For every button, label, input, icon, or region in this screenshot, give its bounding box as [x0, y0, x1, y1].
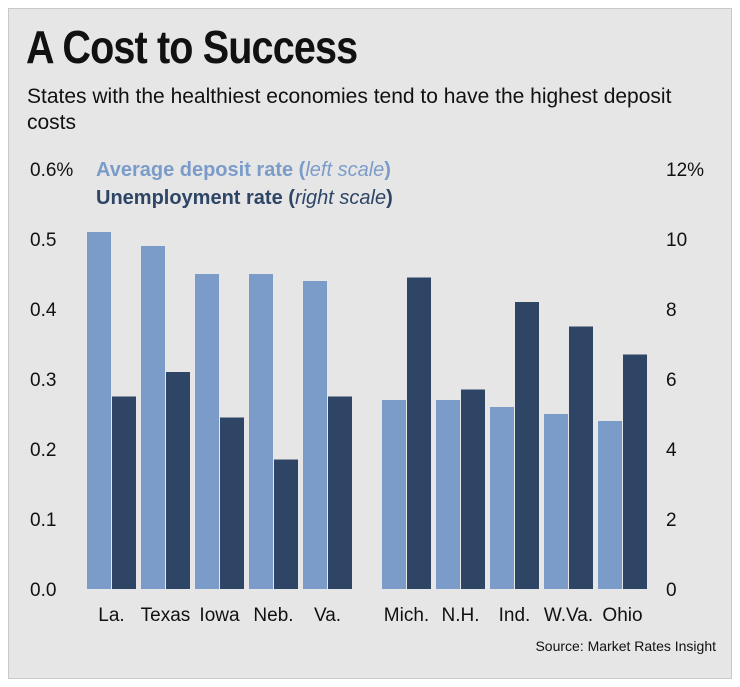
category-label: Ind.: [499, 605, 531, 626]
bar-unemployment-rate: [515, 302, 539, 589]
legend-label-unemployment-rate: Unemployment rate: [96, 187, 283, 209]
bar-unemployment-rate: [569, 326, 593, 589]
category-label: N.H.: [442, 605, 480, 626]
bar-unemployment-rate: [274, 459, 298, 589]
left-axis-tick-label: 0.2: [30, 440, 56, 461]
right-axis-tick-label: 8: [666, 300, 677, 321]
source-note: Source: Market Rates Insight: [535, 638, 716, 654]
category-label: Mich.: [384, 605, 429, 626]
bar-unemployment-rate: [112, 396, 136, 589]
bar-unemployment-rate: [623, 354, 647, 589]
bar-deposit-rate: [303, 281, 327, 589]
left-axis-tick-label: 0.3: [30, 370, 56, 391]
left-axis-tick-label: 0.5: [30, 230, 56, 251]
bar-unemployment-rate: [166, 372, 190, 589]
legend-label-deposit-rate: Average deposit rate: [96, 159, 294, 181]
chart-subtitle: States with the healthiest economies ten…: [27, 85, 672, 134]
legend: Average deposit rate (left scale) Unempl…: [96, 156, 393, 212]
legend-item-deposit-rate: Average deposit rate (left scale): [96, 159, 391, 181]
bar-deposit-rate: [544, 414, 568, 589]
right-axis-tick-label: 4: [666, 440, 677, 461]
bar-unemployment-rate: [328, 396, 352, 589]
category-label: Va.: [314, 605, 341, 626]
right-axis-tick-label: 2: [666, 510, 677, 531]
bar-deposit-rate: [598, 421, 622, 589]
category-label: Iowa: [199, 605, 240, 626]
bar-unemployment-rate: [407, 277, 431, 589]
bar-deposit-rate: [382, 400, 406, 589]
bar-deposit-rate: [141, 246, 165, 589]
category-label: Neb.: [253, 605, 293, 626]
left-axis-tick-label: 0.0: [30, 580, 56, 601]
right-axis-tick-label: 10: [666, 230, 687, 251]
left-axis-tick-label: 0.6%: [30, 160, 73, 181]
left-axis-tick-label: 0.1: [30, 510, 56, 531]
bar-deposit-rate: [195, 274, 219, 589]
legend-item-unemployment-rate: Unemployment rate (right scale): [96, 187, 393, 209]
right-axis-tick-label: 6: [666, 370, 677, 391]
chart-title: A Cost to Success: [26, 21, 358, 73]
bar-deposit-rate: [249, 274, 273, 589]
category-label: W.Va.: [544, 605, 593, 626]
legend-note-right-scale: right scale: [294, 187, 387, 209]
category-label: Texas: [141, 605, 191, 626]
bar-unemployment-rate: [220, 417, 244, 589]
bar-deposit-rate: [87, 232, 111, 589]
right-axis-tick-label: 0: [666, 580, 677, 601]
bar-deposit-rate: [490, 407, 514, 589]
bar-deposit-rate: [436, 400, 460, 589]
right-axis-tick-label: 12%: [666, 160, 704, 181]
category-label: Ohio: [602, 605, 642, 626]
left-axis-tick-label: 0.4: [30, 300, 57, 321]
category-label: La.: [98, 605, 124, 626]
bar-unemployment-rate: [461, 389, 485, 589]
legend-note-left-scale: left scale: [305, 159, 385, 181]
